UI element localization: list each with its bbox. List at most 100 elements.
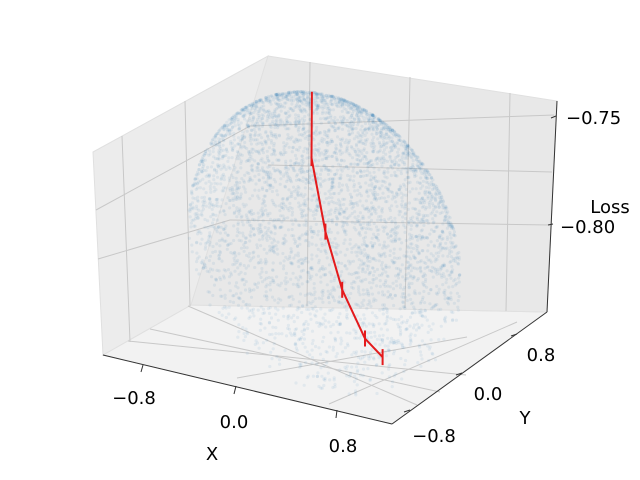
cloud-point [427, 191, 431, 195]
cloud-point [309, 225, 313, 229]
cloud-point [415, 224, 419, 228]
cloud-point [238, 263, 242, 267]
cloud-point [425, 176, 429, 180]
cloud-point [381, 155, 385, 159]
cloud-point [439, 194, 443, 198]
cloud-point [357, 105, 361, 110]
cloud-point [311, 267, 315, 271]
cloud-point [247, 251, 252, 256]
cloud-point [340, 158, 344, 162]
cloud-point [366, 162, 370, 166]
cloud-point [278, 182, 282, 186]
cloud-point [254, 102, 258, 106]
cloud-point [249, 133, 253, 137]
cloud-point [343, 305, 347, 309]
cloud-point [233, 124, 237, 128]
cloud-point [346, 124, 350, 128]
cloud-point [286, 97, 290, 101]
cloud-point [422, 172, 426, 176]
cloud-point [414, 235, 418, 239]
cloud-point [259, 107, 263, 111]
cloud-point [275, 97, 279, 101]
cloud-point [268, 247, 272, 252]
cloud-point [348, 214, 352, 218]
cloud-point [252, 218, 257, 222]
cloud-point [218, 244, 222, 248]
cloud-point [303, 293, 307, 297]
cloud-point [415, 217, 419, 221]
cloud-point [370, 243, 375, 248]
cloud-point [292, 90, 296, 94]
cloud-point [413, 333, 417, 337]
cloud-point [387, 348, 391, 352]
cloud-point [245, 106, 249, 110]
cloud-point [350, 220, 354, 224]
cloud-point [231, 125, 235, 129]
cloud-point [273, 306, 278, 310]
cloud-point [433, 183, 437, 187]
cloud-point [301, 127, 305, 131]
cloud-point [345, 364, 349, 368]
cloud-point [320, 92, 324, 96]
cloud-point [208, 187, 213, 191]
cloud-point [446, 220, 450, 224]
cloud-point [383, 284, 387, 288]
cloud-point [360, 321, 364, 325]
cloud-point [419, 166, 423, 170]
cloud-point [409, 332, 413, 336]
cloud-point [410, 233, 414, 238]
cloud-point [361, 110, 365, 114]
cloud-point [394, 200, 398, 204]
cloud-point [281, 95, 286, 99]
cloud-point [315, 95, 319, 99]
cloud-point [319, 366, 323, 370]
cloud-point [225, 127, 229, 131]
cloud-point [302, 332, 306, 336]
cloud-point [231, 187, 235, 191]
cloud-point [269, 184, 273, 188]
cloud-point [341, 221, 345, 225]
cloud-point [372, 118, 376, 122]
cloud-point [371, 113, 375, 117]
cloud-point [197, 180, 201, 184]
cloud-point [313, 98, 318, 103]
cloud-point [415, 158, 419, 162]
cloud-point [256, 218, 260, 222]
cloud-point [243, 108, 247, 112]
cloud-point [336, 126, 340, 131]
cloud-point [457, 280, 461, 284]
cloud-point [260, 105, 264, 109]
cloud-point [370, 206, 374, 210]
cloud-point [338, 137, 342, 141]
cloud-point [227, 165, 231, 169]
cloud-point [392, 231, 396, 235]
cloud-point [374, 276, 378, 280]
cloud-point [429, 260, 433, 264]
cloud-point [223, 133, 227, 138]
cloud-point [354, 270, 358, 275]
cloud-point [339, 250, 343, 254]
cloud-point [332, 120, 336, 124]
cloud-point [321, 265, 325, 269]
cloud-point [400, 241, 404, 245]
cloud-point [310, 198, 314, 202]
cloud-point [274, 133, 278, 137]
cloud-point [411, 164, 415, 168]
cloud-point [424, 205, 429, 210]
cloud-point [286, 91, 291, 95]
cloud-point [220, 126, 224, 130]
cloud-point [353, 210, 357, 214]
cloud-point [419, 229, 423, 233]
cloud-point [322, 164, 326, 168]
cloud-point [325, 155, 329, 159]
cloud-point [367, 220, 371, 224]
cloud-point [426, 221, 430, 225]
cloud-point [330, 102, 334, 106]
cloud-point [244, 240, 248, 245]
cloud-point [323, 98, 327, 102]
cloud-point [278, 119, 282, 123]
cloud-point [370, 117, 375, 121]
cloud-point [301, 169, 305, 173]
cloud-point [200, 170, 204, 174]
cloud-point [246, 111, 250, 115]
